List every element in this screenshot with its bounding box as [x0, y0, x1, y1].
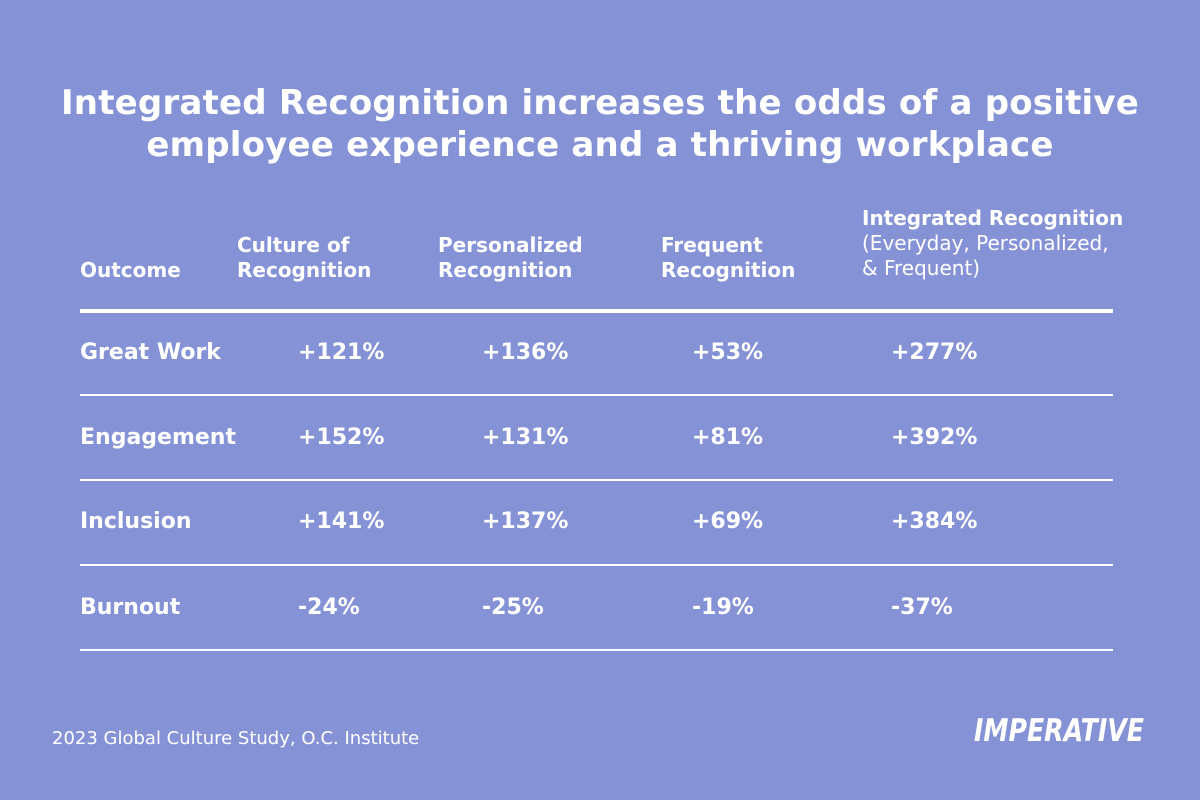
- column-header-culture-line-1: Culture of: [237, 233, 350, 257]
- value-great-work-personalized: +136%: [482, 340, 569, 365]
- imperative-logo: IMPERATIVE: [974, 713, 1144, 749]
- column-header-outcome-line-1: Outcome: [80, 258, 181, 282]
- row-label-engagement: Engagement: [80, 425, 236, 450]
- value-burnout-integrated: -37%: [891, 595, 953, 620]
- column-header-frequent-line-1: Frequent: [661, 233, 763, 257]
- value-inclusion-frequent: +69%: [692, 509, 764, 534]
- chart-title-line-1: Integrated Recognition increases the odd…: [60, 83, 1140, 123]
- column-header-frequent-line-2: Recognition: [661, 258, 796, 282]
- column-header-personalized: Personalized Recognition: [438, 233, 583, 283]
- column-header-integrated: Integrated Recognition (Everyday, Person…: [862, 206, 1123, 281]
- value-engagement-integrated: +392%: [891, 425, 978, 450]
- value-burnout-personalized: -25%: [482, 595, 544, 620]
- value-great-work-culture: +121%: [298, 340, 385, 365]
- value-engagement-personalized: +131%: [482, 425, 569, 450]
- column-header-personalized-line-1: Personalized: [438, 233, 583, 257]
- header-divider: [80, 309, 1113, 313]
- column-header-frequent: Frequent Recognition: [661, 233, 795, 283]
- value-great-work-frequent: +53%: [692, 340, 764, 365]
- row-divider: [80, 394, 1113, 396]
- value-inclusion-culture: +141%: [298, 509, 385, 534]
- column-header-outcome: Outcome: [80, 258, 181, 283]
- chart-title: Integrated Recognition increases the odd…: [40, 82, 1160, 166]
- value-burnout-culture: -24%: [298, 595, 360, 620]
- row-divider: [80, 564, 1113, 566]
- value-engagement-culture: +152%: [298, 425, 385, 450]
- column-header-integrated-line-3: & Frequent): [862, 256, 981, 280]
- value-burnout-frequent: -19%: [692, 595, 754, 620]
- row-divider: [80, 649, 1113, 651]
- imperative-logo-text: IMPERATIVE: [974, 713, 1144, 749]
- value-engagement-frequent: +81%: [692, 425, 764, 450]
- row-divider: [80, 479, 1113, 481]
- column-header-integrated-line-1: Integrated Recognition: [862, 206, 1124, 230]
- column-header-culture-line-2: Recognition: [237, 258, 372, 282]
- column-header-culture: Culture of Recognition: [237, 233, 371, 283]
- row-label-great-work: Great Work: [80, 340, 221, 365]
- column-header-personalized-line-2: Recognition: [438, 258, 573, 282]
- chart-title-line-2: employee experience and a thriving workp…: [146, 125, 1054, 165]
- row-label-burnout: Burnout: [80, 595, 181, 620]
- value-inclusion-personalized: +137%: [482, 509, 569, 534]
- value-great-work-integrated: +277%: [891, 340, 978, 365]
- column-header-integrated-line-2: (Everyday, Personalized,: [862, 231, 1109, 255]
- value-inclusion-integrated: +384%: [891, 509, 978, 534]
- row-label-inclusion: Inclusion: [80, 509, 192, 534]
- source-note: 2023 Global Culture Study, O.C. Institut…: [52, 728, 420, 749]
